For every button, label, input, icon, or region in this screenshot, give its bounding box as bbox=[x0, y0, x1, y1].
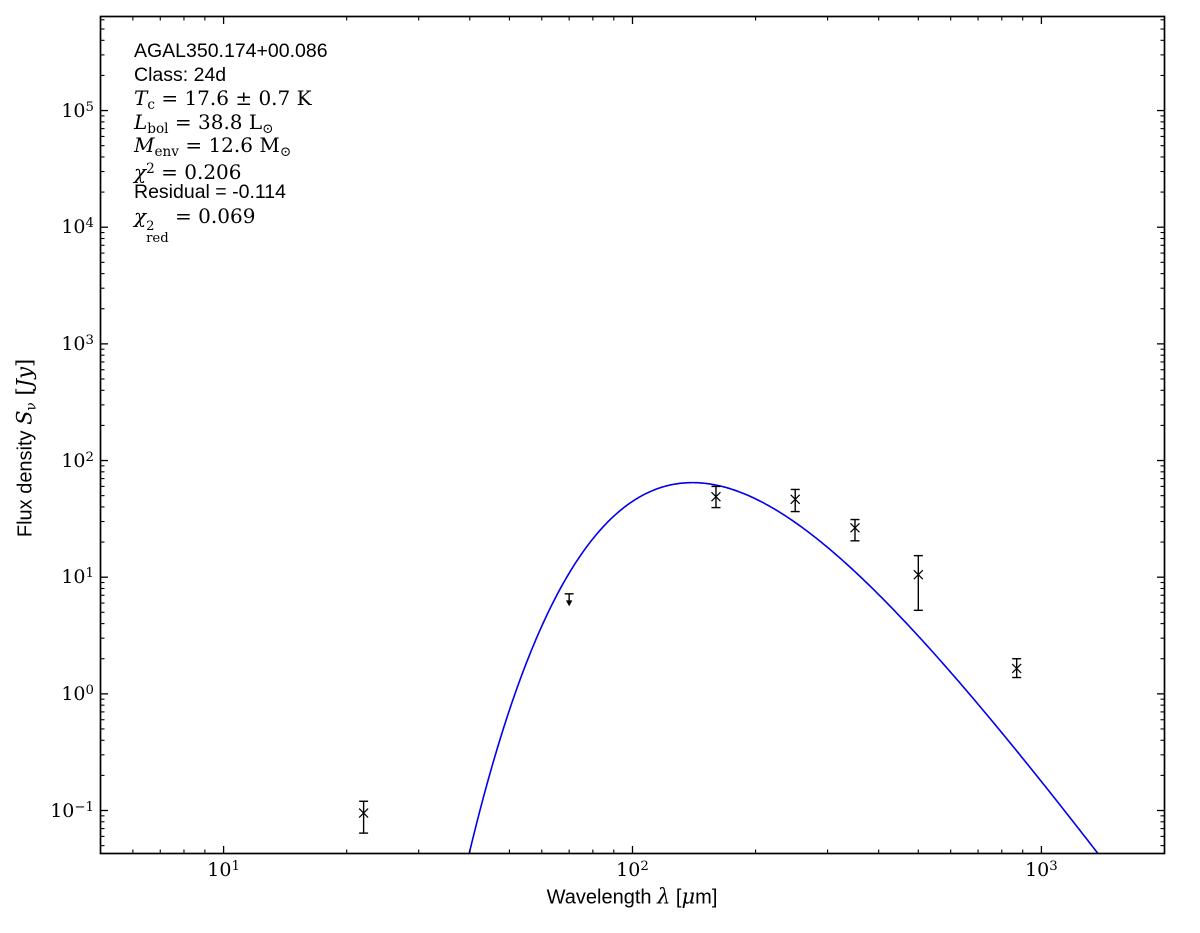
plot-frame bbox=[99, 15, 1166, 855]
x-tick-label-1e3: 103 bbox=[1025, 859, 1058, 881]
x-marker bbox=[1011, 663, 1022, 674]
x-marker bbox=[913, 569, 924, 580]
text-fragment: Flux density bbox=[14, 424, 37, 538]
text-fragment: Jy bbox=[12, 367, 37, 388]
x-axis-label: Wavelength λ [μm] bbox=[547, 885, 718, 910]
y-tick-label-1e0: 100 bbox=[61, 682, 94, 705]
stacked-supsub: 2 red bbox=[146, 218, 169, 247]
data-point-350um bbox=[850, 518, 860, 542]
text-fragment: [ bbox=[670, 886, 682, 909]
data-point-160um bbox=[711, 485, 721, 509]
x-tick-label-1e1: 101 bbox=[207, 859, 240, 881]
text-fragment: [ bbox=[12, 387, 37, 403]
text-fragment: χ bbox=[134, 203, 147, 228]
y-tick-label-1e1: 101 bbox=[61, 566, 94, 589]
y-tick-label-1e4: 104 bbox=[61, 216, 94, 239]
text-fragment: χ bbox=[134, 159, 147, 184]
x-tick-label-1e2: 102 bbox=[616, 859, 649, 881]
y-tick-label-1e-1: 10−1 bbox=[50, 799, 94, 822]
data-point-22um bbox=[358, 800, 369, 834]
fit-parameters-annotation: AGAL350.174+00.086 Class: 24d Tc = 17.6 ± … bbox=[134, 40, 328, 245]
text-fragment: m] bbox=[695, 886, 718, 909]
annotation-line-4: Lbol = 38.8 L⊙ bbox=[134, 109, 328, 137]
annotation-line-1: AGAL350.174+00.086 bbox=[134, 40, 328, 64]
y-tick-label-1e5: 105 bbox=[61, 99, 94, 122]
text-fragment: L bbox=[134, 109, 148, 134]
text-fragment: ⊙ bbox=[262, 120, 274, 137]
annotation-line-7: Residual = -0.114 bbox=[134, 181, 328, 205]
text-fragment: Wavelength bbox=[546, 886, 658, 909]
annotation-line-5: Menv = 12.6 M⊙ bbox=[134, 133, 328, 160]
text-fragment: = 38.8 L bbox=[168, 109, 263, 134]
text-fragment: = 0.069 bbox=[168, 203, 256, 228]
text-fragment: ⊙ bbox=[279, 143, 292, 160]
model-curve bbox=[468, 481, 1099, 854]
annotation-line-2: Class: 24d bbox=[134, 64, 328, 88]
text-fragment: bol bbox=[147, 120, 169, 137]
text-fragment: = 0.206 bbox=[154, 159, 242, 184]
x-marker bbox=[790, 494, 801, 505]
annotation-line-6: χ2 = 0.206 bbox=[134, 158, 328, 184]
text-fragment: μ bbox=[681, 884, 696, 909]
text-fragment: T bbox=[134, 86, 148, 110]
text-fragment: S bbox=[12, 410, 37, 425]
data-point-870um bbox=[1011, 658, 1022, 679]
x-marker bbox=[711, 491, 721, 502]
annotation-line-8: χ 2 red = 0.069 bbox=[134, 203, 328, 245]
data-point-500um bbox=[913, 554, 924, 612]
text-fragment: = 17.6 ± 0.7 K bbox=[154, 86, 312, 110]
text-fragment: env bbox=[154, 143, 179, 160]
text-fragment: Residual = -0.114 bbox=[134, 181, 286, 203]
x-marker bbox=[850, 522, 860, 533]
text-fragment: AGAL350.174+00.086 bbox=[134, 40, 328, 62]
y-tick-label-1e2: 102 bbox=[61, 449, 94, 472]
text-fragment: Class: 24d bbox=[134, 63, 227, 86]
text-fragment: M bbox=[134, 133, 155, 157]
y-axis-label: Flux density Sν [Jy] bbox=[13, 359, 40, 537]
text-fragment: ] bbox=[12, 358, 37, 368]
upper-limit-part bbox=[565, 600, 573, 607]
data-point-250um bbox=[790, 488, 801, 513]
x-marker bbox=[358, 808, 369, 819]
annotation-line-3: Tc = 17.6 ± 0.7 K bbox=[134, 86, 328, 113]
y-tick-label-1e3: 103 bbox=[61, 332, 94, 355]
upper-limit-marker-70um bbox=[564, 593, 574, 607]
text-fragment: 2 bbox=[146, 160, 155, 177]
text-fragment: ν bbox=[23, 402, 40, 411]
text-fragment: = 12.6 M bbox=[178, 133, 280, 157]
text-fragment: λ bbox=[657, 884, 671, 909]
text-fragment: c bbox=[147, 96, 155, 113]
